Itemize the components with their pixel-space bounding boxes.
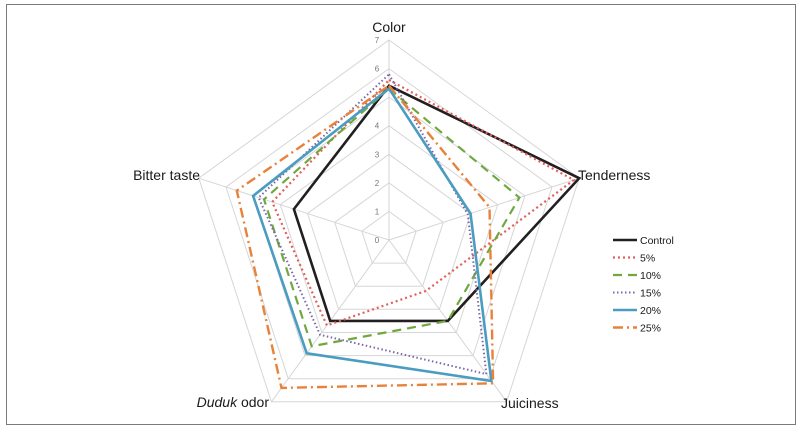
- series-line-2: [270, 78, 576, 327]
- grid-ring-2: [334, 182, 444, 287]
- axis-label-text: Color: [372, 19, 406, 35]
- axis-label-text: Tenderness: [578, 167, 650, 183]
- legend-label-4: 15%: [640, 288, 661, 300]
- axis-label-4: Duduk odor: [197, 394, 270, 410]
- legend-label-3: 10%: [640, 270, 661, 282]
- legend: Control 5% 10% 15% 20% 25%: [613, 235, 674, 335]
- radar-grid: [198, 39, 580, 403]
- tick-label: 4: [375, 122, 380, 131]
- grid-ring-4: [279, 125, 499, 333]
- series-line-5: [251, 86, 493, 383]
- grid-ring-7: [198, 39, 580, 403]
- tick-label: 2: [375, 179, 380, 188]
- tick-label: 7: [375, 36, 380, 45]
- grid-spoke-2: [388, 177, 580, 241]
- axis-label-3: Juiciness: [501, 395, 559, 411]
- axis-label-1: Color: [372, 19, 406, 35]
- axis-label-5: Bitter taste: [133, 167, 200, 183]
- grid-ring-3: [306, 153, 472, 310]
- grid-ring-1: [361, 210, 417, 264]
- tick-label: 6: [375, 65, 380, 74]
- tick-label: 1: [375, 207, 380, 216]
- axis-label-text: Juiciness: [501, 395, 559, 411]
- legend-label-1: Control: [640, 235, 674, 247]
- axis-label-2: Tenderness: [578, 167, 650, 183]
- axis-label-italic-part: Duduk: [197, 394, 238, 410]
- axis-labels: Color Tenderness Juiciness Duduk odor Bitter…: [133, 19, 650, 411]
- legend-label-2: 5%: [640, 253, 655, 265]
- series-line-1: [292, 84, 582, 323]
- axis-label-text: odor: [237, 394, 269, 410]
- series-line-3: [262, 87, 521, 348]
- tick-label: 0: [375, 236, 380, 245]
- series-line-4: [257, 72, 488, 376]
- grid-ring-6: [225, 67, 553, 380]
- legend-label-5: 20%: [640, 305, 661, 317]
- series-lines: [235, 72, 582, 390]
- axis-label-text: Bitter taste: [133, 167, 200, 183]
- tick-label: 3: [375, 150, 380, 159]
- legend-label-6: 25%: [640, 323, 661, 335]
